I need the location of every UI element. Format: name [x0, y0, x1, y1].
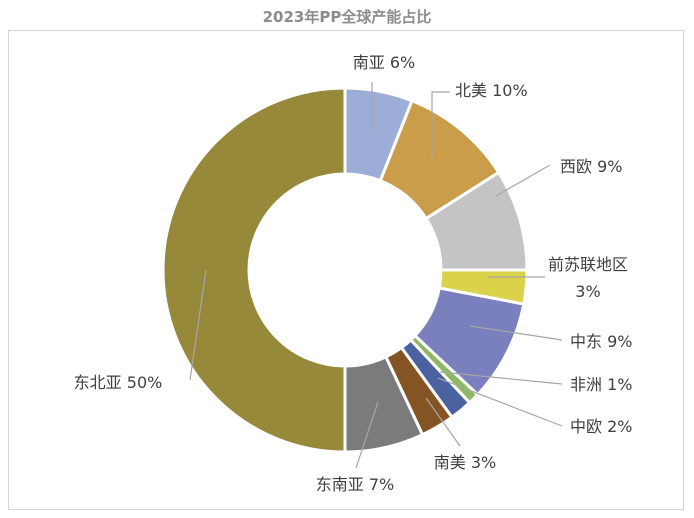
chart-title: 2023年PP全球产能占比 — [262, 8, 432, 26]
leader-line-1 — [431, 91, 450, 158]
slice-label-9: 东北亚 50% — [74, 373, 163, 392]
leader-line-9 — [189, 269, 207, 381]
slice-label-4: 中东 9% — [570, 332, 632, 351]
slice-label-3-line2: 3% — [575, 282, 600, 301]
slice-label-3: 前苏联地区 — [548, 255, 628, 274]
slice-label-8: 东南亚 7% — [316, 475, 394, 494]
leader-line-7 — [425, 397, 461, 447]
chart-frame — [8, 30, 684, 510]
leader-line-4 — [469, 325, 563, 341]
slice-label-6: 中欧 2% — [570, 417, 632, 436]
slice-label-2: 西欧 9% — [560, 157, 622, 176]
leader-line-5 — [439, 371, 563, 385]
leader-line-8 — [355, 401, 379, 469]
leader-line-2 — [495, 164, 551, 197]
slice-label-5: 非洲 1% — [570, 375, 632, 394]
slice-9 — [161, 86, 347, 454]
slice-label-7: 南美 3% — [434, 453, 496, 472]
slice-label-1: 北美 10% — [455, 81, 528, 100]
slice-label-0: 南亚 6% — [353, 53, 415, 72]
leader-line-6 — [437, 377, 563, 427]
